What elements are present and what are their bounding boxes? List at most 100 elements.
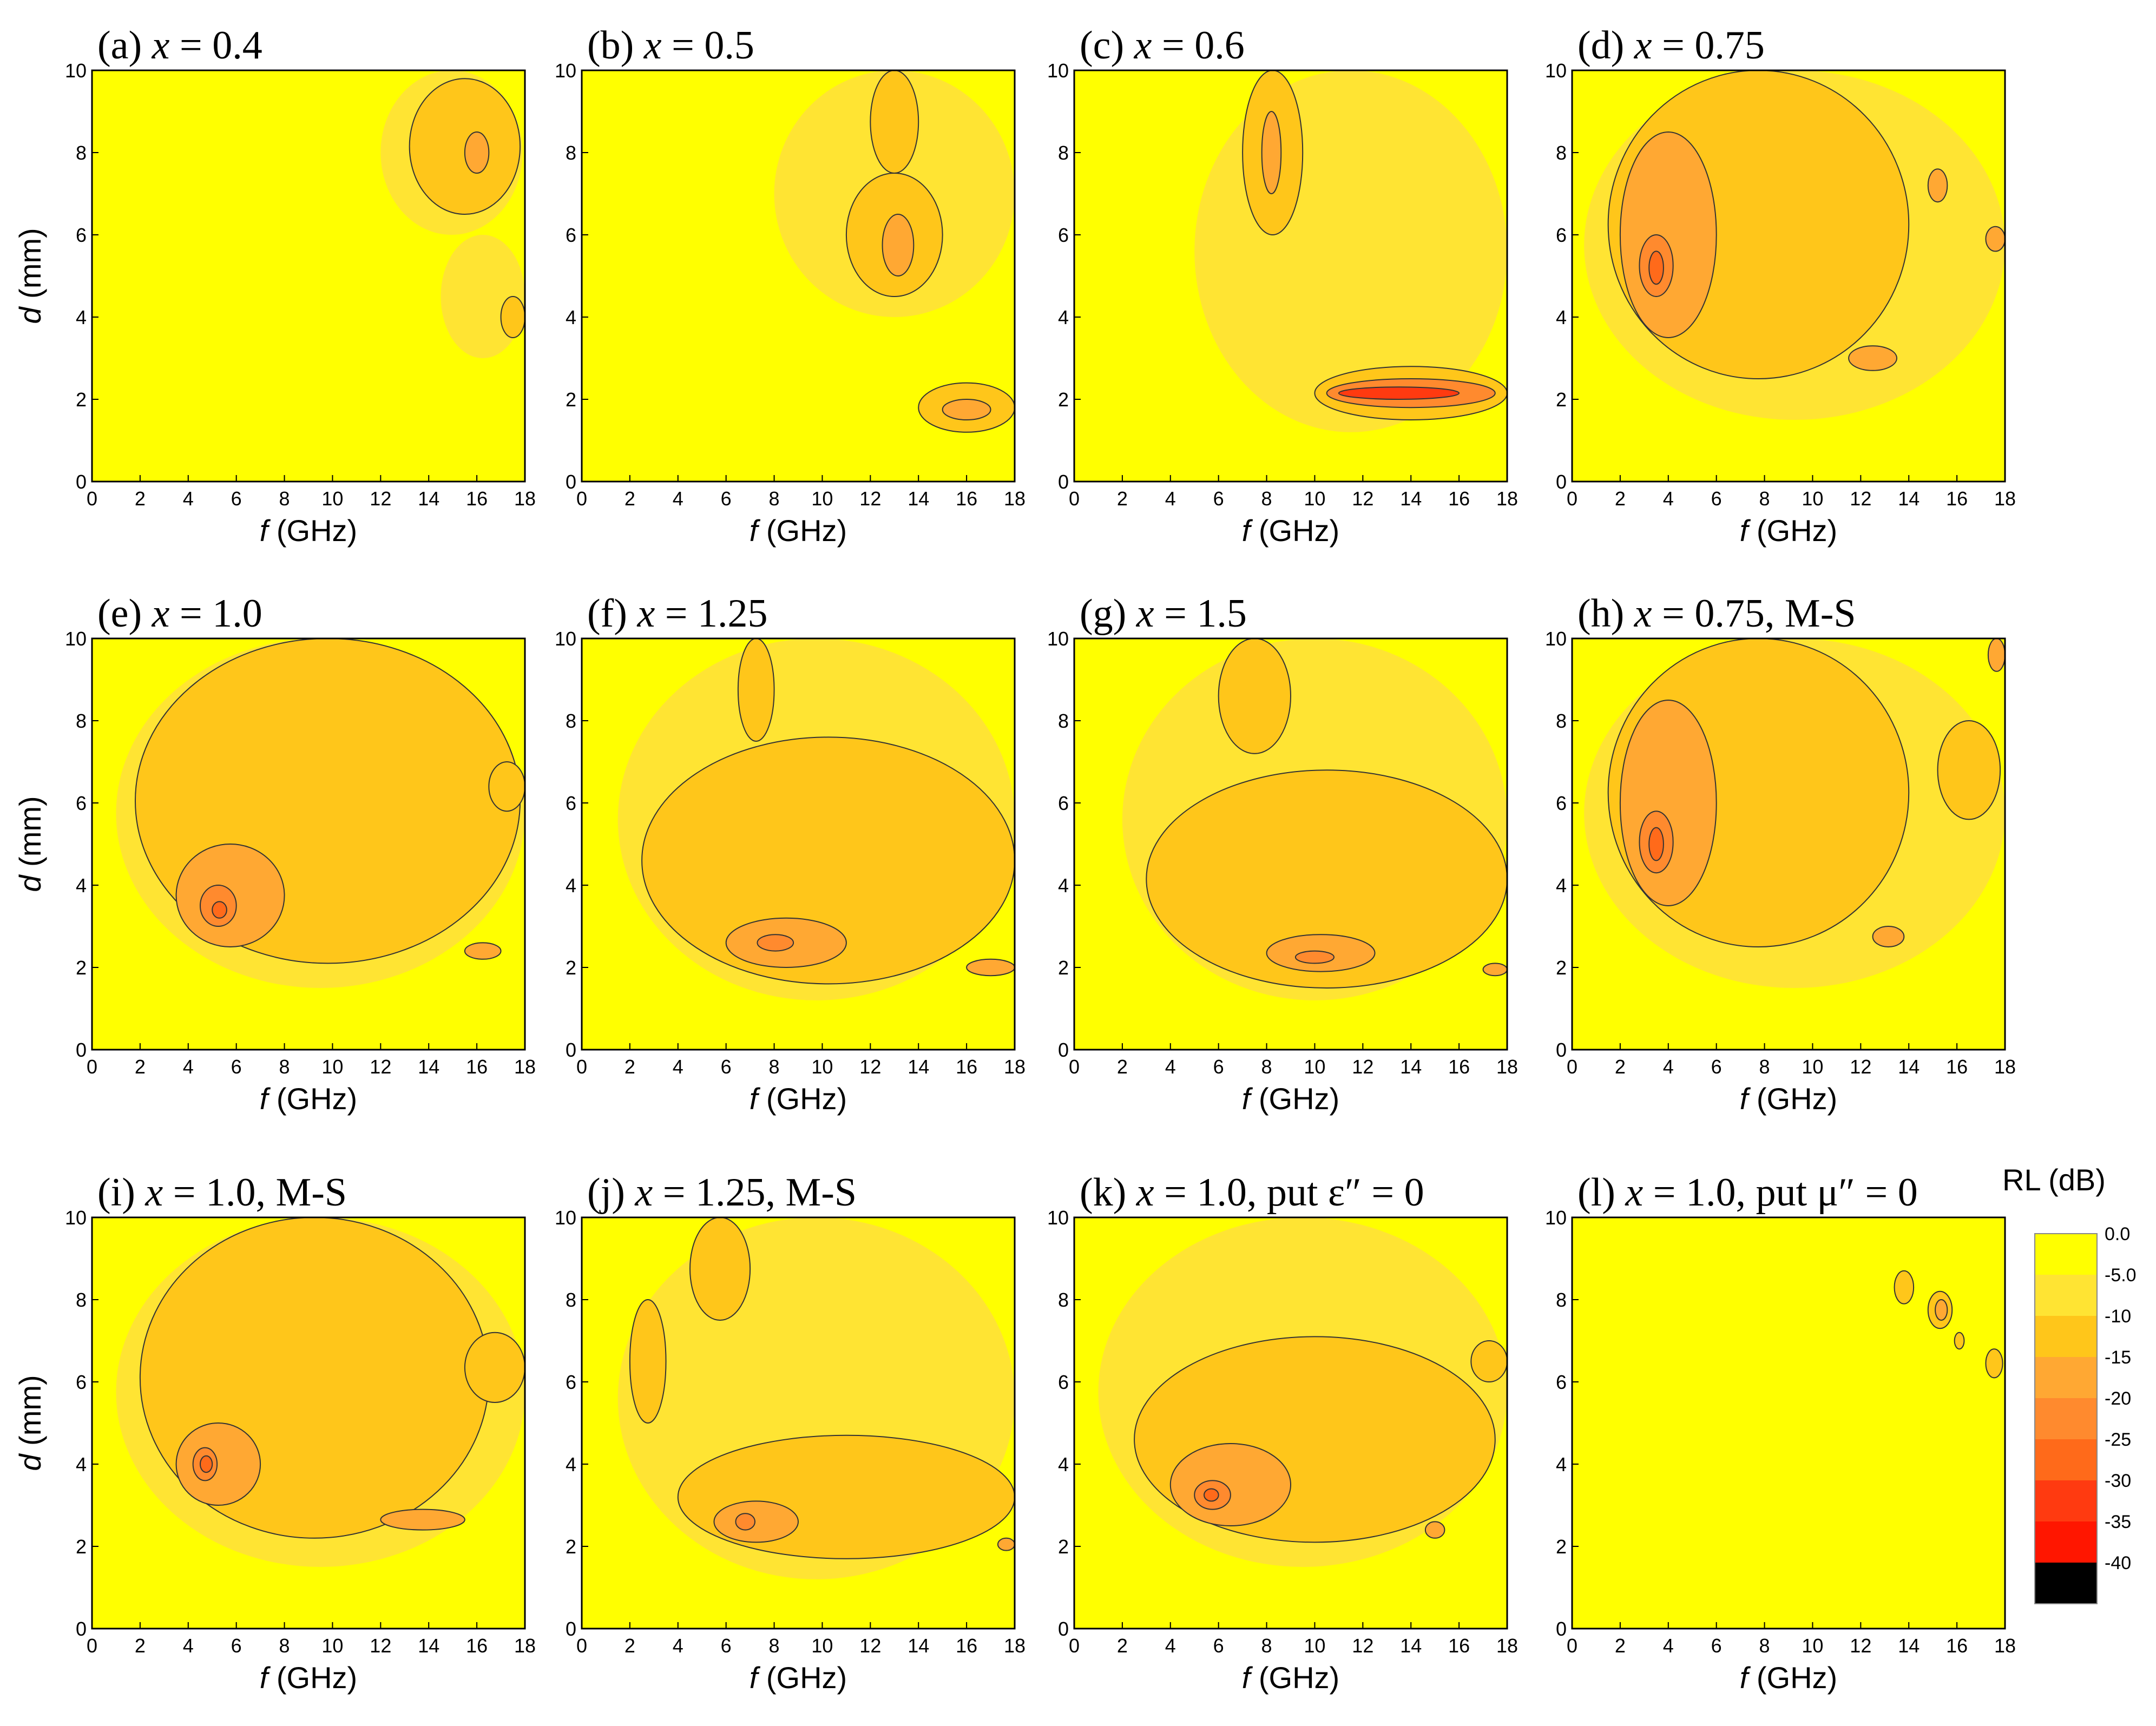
x-tick-label: 10	[321, 488, 343, 510]
x-tick-label: 8	[1759, 1056, 1770, 1078]
x-tick-label: 0	[1069, 1056, 1080, 1078]
x-tick-label: 10	[1304, 1056, 1325, 1078]
x-tick-label: 0	[87, 488, 97, 510]
plot-frame	[91, 637, 526, 1051]
contour-region	[1985, 226, 2005, 252]
y-tick-label: 4	[1556, 306, 1567, 328]
contour-region	[212, 901, 227, 919]
x-tick-label: 8	[769, 1635, 780, 1657]
y-tick-label: 4	[1556, 1453, 1567, 1475]
contour-region	[1261, 111, 1282, 194]
y-tick-label: 0	[1556, 1039, 1567, 1061]
x-tick-label: 18	[1994, 1635, 2016, 1657]
x-tick-label: 4	[1165, 1056, 1176, 1078]
x-tick-label: 10	[1802, 488, 1823, 510]
y-tick-label: 4	[1058, 874, 1069, 897]
panel-a: 0 2 4 6 8 10 12 14 16 18 0 2 4 6 8 10 (a) x = 0.4 f (GHz)…	[13, 23, 536, 548]
y-tick-label: 0	[1058, 1039, 1069, 1061]
x-tick-label: 8	[769, 488, 780, 510]
x-tick-label: 6	[1213, 1635, 1224, 1657]
plot-frame	[1073, 69, 1508, 483]
x-tick-label: 16	[466, 488, 488, 510]
x-tick-label: 18	[1004, 488, 1026, 510]
x-tick-label: 4	[673, 1635, 683, 1657]
y-tick-label: 8	[1058, 142, 1069, 164]
contour-region	[1218, 638, 1291, 754]
x-axis-label: f (GHz)	[750, 513, 847, 548]
x-tick-label: 2	[625, 488, 635, 510]
x-tick-label: 10	[1304, 1635, 1325, 1657]
panel-title: (f) x = 1.25	[587, 591, 768, 636]
panel-title: (l) x = 1.0, put μ″ = 0	[1577, 1170, 1918, 1215]
y-tick-label: 8	[566, 142, 576, 164]
x-tick-label: 18	[1004, 1635, 1026, 1657]
colorbar-tick-label: -5.0	[2105, 1265, 2137, 1286]
contour-region	[1482, 963, 1507, 977]
panel-title: (c) x = 0.6	[1080, 23, 1245, 68]
colorbar-cell	[2035, 1275, 2097, 1316]
y-tick-label: 10	[1545, 1207, 1567, 1229]
x-tick-label: 12	[370, 488, 391, 510]
contour-region	[1146, 769, 1507, 989]
y-tick-label: 4	[566, 874, 576, 897]
contour-region	[1338, 386, 1460, 400]
y-tick-label: 6	[1556, 1371, 1567, 1393]
y-tick-label: 2	[566, 957, 576, 979]
y-tick-label: 4	[76, 306, 87, 328]
x-axis-label: f (GHz)	[750, 1082, 847, 1116]
y-tick-label: 10	[65, 60, 87, 82]
panel-f: 0 2 4 6 8 10 12 14 16 18 0 2 4 6 8 10 (f) x = 1.25 f (GHz…	[555, 591, 1026, 1116]
x-tick-label: 2	[1615, 1056, 1626, 1078]
x-axis-label: f (GHz)	[1242, 1082, 1339, 1116]
contour-region	[1954, 1332, 1965, 1350]
x-axis-label: f (GHz)	[260, 1661, 357, 1695]
colorbar-tick-label: -25	[2105, 1429, 2131, 1450]
x-tick-label: 12	[370, 1635, 391, 1657]
plot-frame	[1571, 637, 2006, 1051]
plot-frame	[1571, 69, 2006, 483]
colorbar-frame	[2034, 1233, 2098, 1604]
contour-region	[737, 638, 775, 742]
contour-region	[966, 958, 1015, 977]
y-tick-label: 8	[566, 710, 576, 732]
contour-region	[870, 70, 919, 174]
x-tick-label: 16	[1946, 1056, 1968, 1078]
x-tick-label: 0	[87, 1056, 97, 1078]
x-tick-label: 10	[321, 1056, 343, 1078]
contour-region	[464, 131, 490, 174]
panel-g: 0 2 4 6 8 10 12 14 16 18 0 2 4 6 8 10 (g) x = 1.5 f (GHz)	[1047, 591, 1518, 1116]
x-tick-label: 6	[1213, 1056, 1224, 1078]
x-tick-label: 6	[1213, 488, 1224, 510]
x-tick-label: 4	[1663, 1056, 1674, 1078]
x-tick-label: 10	[811, 1056, 833, 1078]
colorbar-cell	[2035, 1316, 2097, 1357]
plot-frame	[581, 1216, 1016, 1630]
colorbar-cell	[2035, 1439, 2097, 1480]
panel-title: (g) x = 1.5	[1080, 591, 1247, 636]
x-tick-label: 10	[811, 1635, 833, 1657]
y-tick-label: 0	[76, 1039, 87, 1061]
colorbar-tick-label: -30	[2105, 1471, 2131, 1491]
plot-frame	[1073, 637, 1508, 1051]
colorbar-cells: 0.0 -5.0 -10 -15 -20 -25 -30 -35 -40	[2034, 1224, 2137, 1604]
contour-region	[1648, 251, 1664, 285]
contour-region	[1648, 827, 1664, 861]
y-tick-label: 2	[1556, 388, 1567, 411]
contour-region	[380, 1508, 465, 1531]
x-tick-label: 16	[1448, 1635, 1470, 1657]
x-tick-label: 16	[956, 488, 977, 510]
panel-title: (a) x = 0.4	[97, 23, 262, 68]
panel-h: 0 2 4 6 8 10 12 14 16 18 0 2 4 6 8 10 (h) x = 0.75, M-S f…	[1545, 591, 2016, 1116]
y-tick-label: 4	[566, 306, 576, 328]
colorbar-cell	[2035, 1357, 2097, 1398]
contour-region	[713, 1500, 799, 1543]
x-axis-label: f (GHz)	[260, 1082, 357, 1116]
x-tick-label: 12	[1850, 1056, 1871, 1078]
x-tick-label: 2	[1117, 1056, 1128, 1078]
y-tick-label: 0	[1058, 471, 1069, 493]
x-tick-label: 18	[514, 1056, 536, 1078]
x-tick-label: 10	[1304, 488, 1325, 510]
x-tick-label: 6	[1711, 1635, 1722, 1657]
contour-region	[500, 296, 525, 338]
colorbar-tick-label: -35	[2105, 1512, 2131, 1532]
